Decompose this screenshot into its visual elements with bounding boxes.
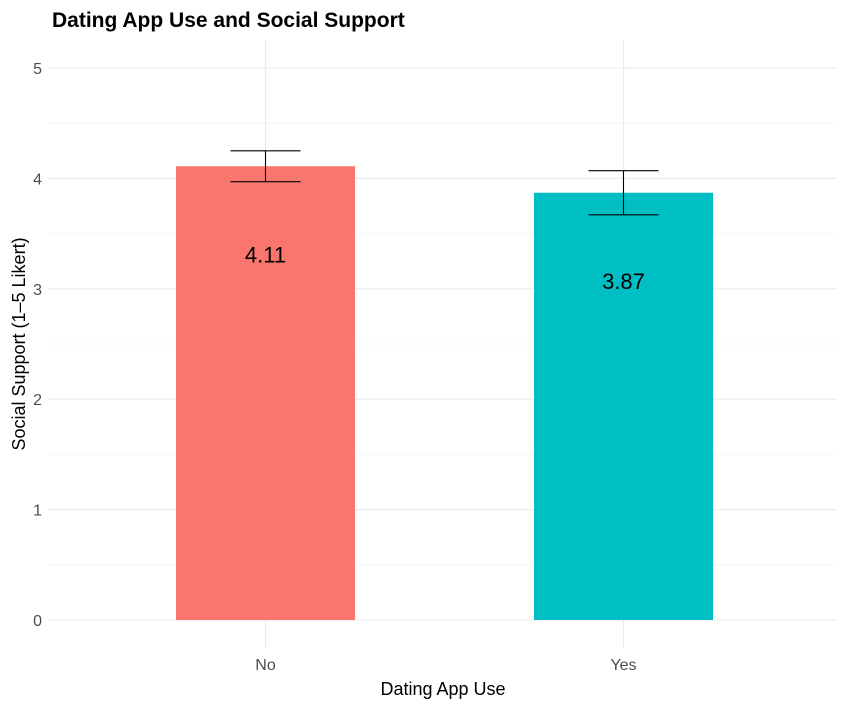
gridlines (48, 40, 837, 648)
bar-value-labels: 4.11 3.87 (245, 243, 645, 294)
x-tick-label: No (255, 657, 276, 674)
bar-value-label: 4.11 (245, 243, 286, 268)
chart-title: Dating App Use and Social Support (52, 9, 405, 32)
y-tick-label: 5 (33, 61, 42, 78)
bars (176, 166, 713, 621)
y-tick-label: 3 (33, 282, 42, 299)
bar-yes (534, 192, 713, 620)
bar-value-label: 3.87 (602, 269, 645, 294)
y-axis-title: Social Support (1–5 Likert) (9, 237, 29, 450)
x-axis-title: Dating App Use (380, 679, 505, 699)
y-tick-label: 2 (33, 392, 42, 409)
bar-no (176, 166, 355, 621)
y-axis-ticks: 0 1 2 3 4 5 (33, 61, 42, 630)
y-tick-label: 0 (33, 613, 42, 630)
error-bars (230, 150, 659, 216)
x-axis-ticks: No Yes (255, 657, 636, 674)
x-tick-label: Yes (610, 657, 636, 674)
y-tick-label: 4 (33, 171, 42, 188)
y-tick-label: 1 (33, 503, 42, 520)
